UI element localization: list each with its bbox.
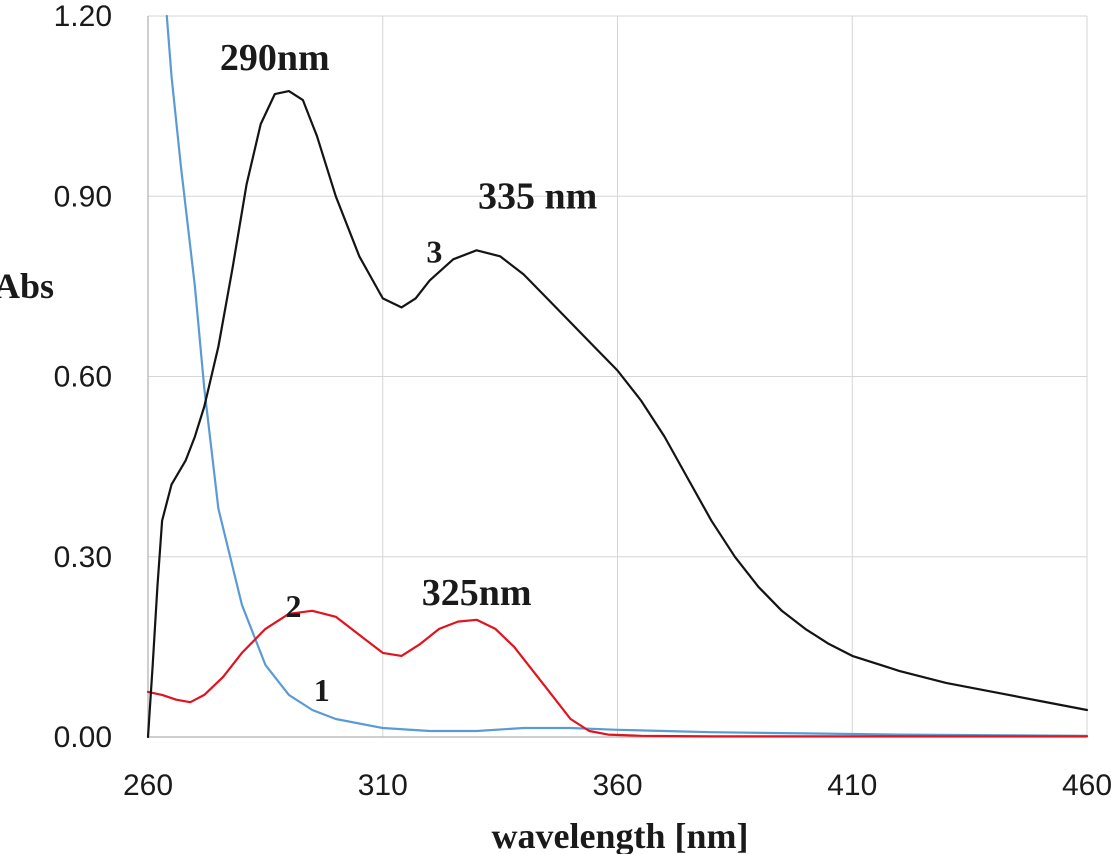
annotations: 290nm 335 nm 3 325nm 2 1 <box>220 37 597 708</box>
x-tick-label: 260 <box>123 769 173 802</box>
x-tick-label: 460 <box>1062 769 1112 802</box>
y-tick-label: 0.30 <box>54 541 112 574</box>
series-line-3 <box>146 90 1089 739</box>
x-tick-label: 410 <box>827 769 877 802</box>
x-axis-label: wavelength [nm] <box>492 816 749 854</box>
annotation-label: 1 <box>314 672 330 708</box>
y-tick-label: 0.60 <box>54 361 112 394</box>
y-tick-label: 0.90 <box>54 180 112 213</box>
annotation-label: 2 <box>286 588 302 624</box>
annotation-label: 3 <box>426 233 442 269</box>
y-axis-label: Abs <box>0 266 54 306</box>
x-tick-label: 310 <box>358 769 408 802</box>
tick-labels: 260 310 360 410 460 0.00 0.30 0.60 0.90 1.20 <box>54 0 1112 802</box>
series-line-2 <box>146 609 1089 738</box>
x-tick-label: 360 <box>592 769 642 802</box>
series-layer <box>146 14 1089 739</box>
y-tick-label: 1.20 <box>54 0 112 33</box>
y-tick-label: 0.00 <box>54 721 112 754</box>
annotation-label: 290nm <box>220 37 330 79</box>
annotation-label: 335 nm <box>478 175 597 217</box>
annotation-label: 325nm <box>422 572 532 614</box>
series-line-1 <box>165 14 1089 737</box>
grid <box>147 15 1088 738</box>
